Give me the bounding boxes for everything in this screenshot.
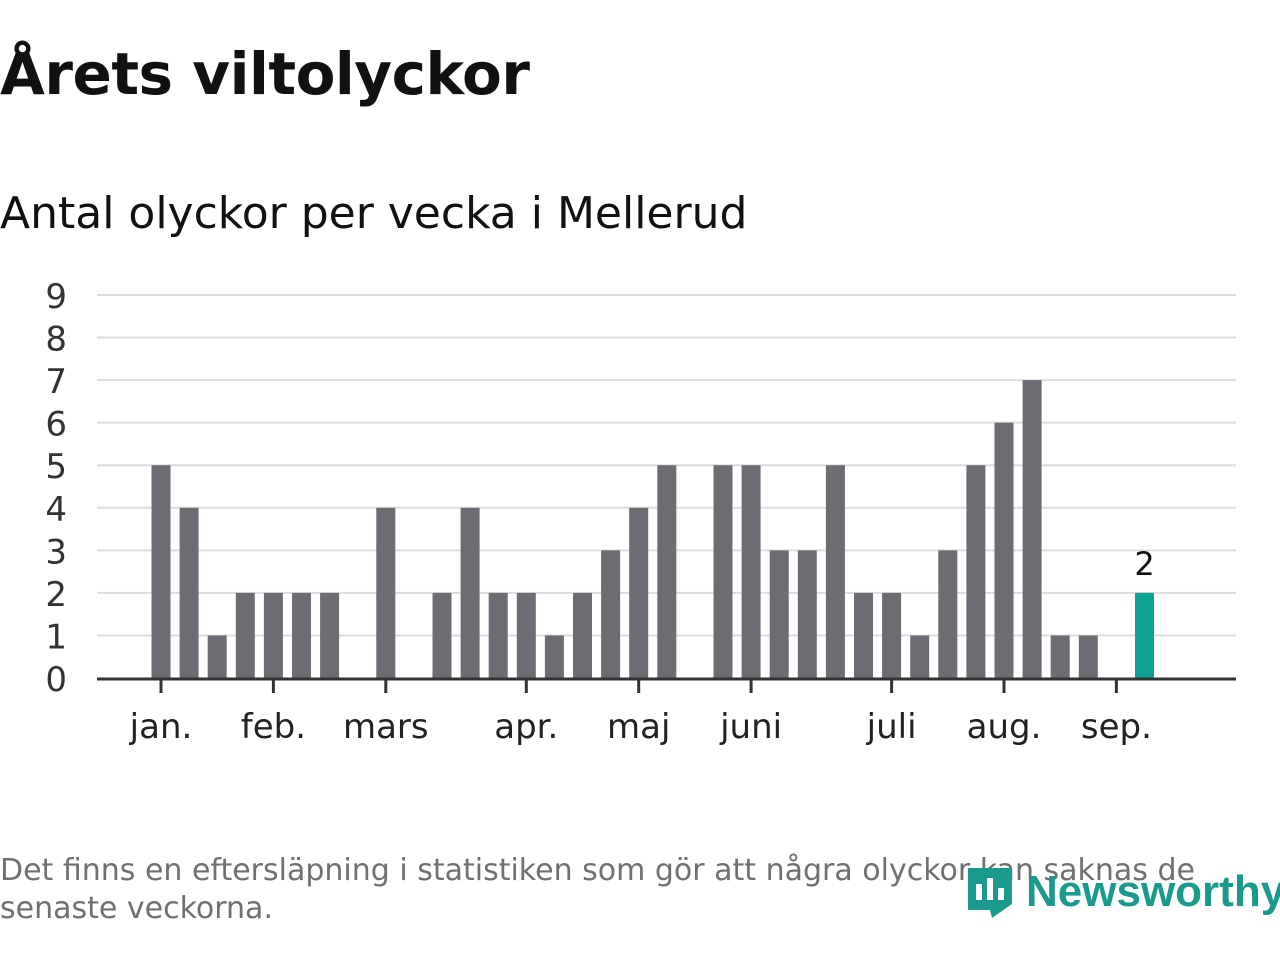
bar (741, 465, 761, 678)
brand-name: Newsworthy (1026, 867, 1280, 916)
bar (825, 465, 845, 678)
bar (573, 592, 592, 678)
bar (797, 550, 817, 678)
bar (1050, 635, 1070, 678)
data-labels: 2 (1134, 545, 1154, 583)
x-tick-label: apr. (494, 707, 558, 747)
bar (994, 422, 1014, 678)
bar (657, 465, 677, 678)
y-tick-label: 2 (45, 575, 67, 615)
bar (713, 465, 733, 678)
bar (966, 465, 986, 678)
bars (151, 380, 1154, 678)
y-tick-label: 6 (45, 405, 67, 445)
bar (460, 507, 480, 678)
x-tick-label: sep. (1081, 707, 1152, 747)
y-tick-label: 4 (45, 490, 67, 530)
x-tick-label: aug. (967, 707, 1042, 747)
bar (769, 550, 789, 678)
chart-title: Årets viltolyckor (0, 40, 530, 108)
x-tick-label: juli (866, 707, 917, 747)
bar (179, 507, 199, 678)
bar (263, 592, 283, 678)
bar (488, 592, 508, 678)
newsworthy-logo-icon (968, 868, 1012, 918)
x-axis-ticks: jan. feb. mars apr. maj juni juli aug. sep. (129, 679, 1152, 747)
y-tick-label: 1 (45, 617, 67, 657)
chart-subtitle: Antal olyckor per vecka i Mellerud (0, 188, 748, 239)
bar (1022, 380, 1042, 678)
newsworthy-logo: Newsworthy (962, 862, 1280, 922)
bar (1078, 635, 1098, 678)
bar (629, 507, 649, 678)
bar (854, 592, 873, 678)
bar (235, 592, 255, 678)
y-tick-label: 0 (45, 660, 67, 700)
y-tick-label: 8 (45, 320, 67, 360)
x-tick-label: juni (719, 707, 782, 747)
y-tick-label: 5 (45, 447, 67, 487)
bar (292, 592, 311, 678)
bar (207, 635, 227, 678)
bar (432, 592, 452, 678)
bar (151, 465, 171, 678)
bar (601, 550, 621, 678)
data-label: 2 (1134, 545, 1154, 583)
x-tick-label: maj (607, 707, 670, 747)
bar (544, 635, 564, 678)
x-tick-label: jan. (129, 707, 193, 747)
x-tick-label: feb. (241, 707, 306, 747)
bar (882, 592, 902, 678)
x-tick-label: mars (343, 707, 429, 747)
y-tick-label: 3 (45, 532, 67, 572)
bar-highlight (1135, 592, 1154, 678)
y-tick-label: 7 (45, 362, 67, 402)
bar (320, 592, 340, 678)
bar (376, 507, 396, 678)
bar (910, 635, 930, 678)
bar (516, 592, 536, 678)
y-tick-label: 9 (45, 277, 67, 317)
bar (938, 550, 958, 678)
